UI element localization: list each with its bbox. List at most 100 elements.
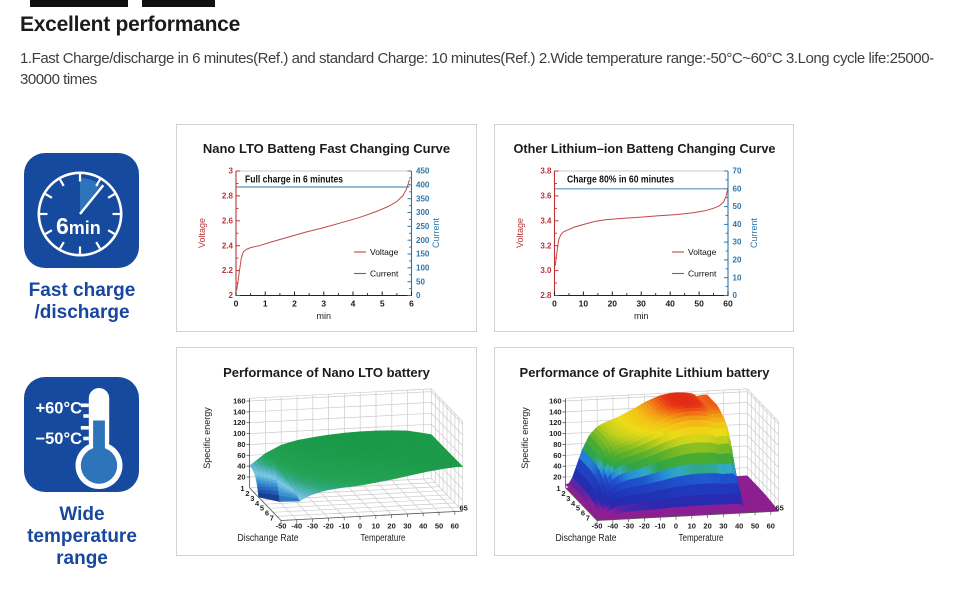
svg-text:Voltage: Voltage <box>688 247 717 257</box>
svg-text:10: 10 <box>688 522 696 531</box>
svg-text:min: min <box>317 311 332 321</box>
svg-text:300: 300 <box>416 208 430 217</box>
svg-text:Dischange Rate: Dischange Rate <box>238 533 299 544</box>
svg-text:60: 60 <box>733 184 742 193</box>
svg-text:-50: -50 <box>276 522 287 531</box>
svg-text:1: 1 <box>240 484 244 493</box>
svg-text:min: min <box>634 311 649 321</box>
svg-text:-10: -10 <box>655 522 666 531</box>
svg-text:80: 80 <box>553 440 561 449</box>
svg-text:160: 160 <box>233 397 246 406</box>
svg-text:5: 5 <box>576 504 580 513</box>
svg-text:3.2: 3.2 <box>540 241 552 250</box>
svg-text:200: 200 <box>416 236 430 245</box>
svg-text:Voltage: Voltage <box>197 218 207 248</box>
svg-text:4: 4 <box>351 299 356 309</box>
svg-text:140: 140 <box>549 407 562 416</box>
svg-text:Voltage: Voltage <box>370 247 399 257</box>
svg-text:40: 40 <box>735 522 743 531</box>
svg-text:3.4: 3.4 <box>540 216 552 225</box>
svg-text:3: 3 <box>321 299 326 309</box>
svg-text:-10: -10 <box>339 522 350 531</box>
svg-text:60: 60 <box>237 451 245 460</box>
svg-text:Current: Current <box>749 217 759 248</box>
svg-text:40: 40 <box>733 220 742 229</box>
svg-text:120: 120 <box>233 418 246 427</box>
svg-text:70: 70 <box>733 167 742 176</box>
svg-text:2.8: 2.8 <box>540 291 552 300</box>
svg-text:Nano LTO Batteng Fast Changing: Nano LTO Batteng Fast Changing Curve <box>203 141 450 156</box>
svg-text:Voltage: Voltage <box>515 218 525 248</box>
svg-text:−50°C: −50°C <box>35 430 82 448</box>
svg-text:50: 50 <box>416 277 425 286</box>
svg-text:10: 10 <box>372 522 380 531</box>
svg-text:Charge 80% in 60 minutes: Charge 80% in 60 minutes <box>567 174 674 186</box>
svg-text:20: 20 <box>553 473 561 482</box>
svg-text:Temperature: Temperature <box>361 533 406 544</box>
svg-text:0: 0 <box>552 299 557 309</box>
svg-text:Full charge in 6 minutes: Full charge in 6 minutes <box>245 174 343 186</box>
svg-text:-40: -40 <box>291 522 302 531</box>
svg-text:150: 150 <box>416 250 430 259</box>
svg-text:20: 20 <box>733 256 742 265</box>
svg-text:2.4: 2.4 <box>222 241 234 250</box>
svg-text:80: 80 <box>237 440 245 449</box>
svg-text:-50: -50 <box>592 522 603 531</box>
svg-text:2: 2 <box>561 489 565 498</box>
svg-text:100: 100 <box>233 429 246 438</box>
svg-text:10: 10 <box>579 299 589 309</box>
svg-text:30: 30 <box>636 299 646 309</box>
svg-text:40: 40 <box>665 299 675 309</box>
svg-text:5: 5 <box>380 299 385 309</box>
svg-text:30: 30 <box>403 522 411 531</box>
svg-text:3.0: 3.0 <box>540 266 552 275</box>
svg-text:2.2: 2.2 <box>222 266 234 275</box>
svg-text:100: 100 <box>549 429 562 438</box>
svg-text:-20: -20 <box>323 522 334 531</box>
svg-text:4: 4 <box>571 499 576 508</box>
svg-text:30: 30 <box>719 522 727 531</box>
svg-text:350: 350 <box>416 194 430 203</box>
svg-text:450: 450 <box>416 167 430 176</box>
svg-text:6min: 6min <box>56 213 101 239</box>
svg-text:60: 60 <box>767 522 775 531</box>
svg-text:40: 40 <box>419 522 427 531</box>
svg-text:0: 0 <box>733 291 738 300</box>
svg-text:2: 2 <box>245 489 249 498</box>
svg-text:120: 120 <box>549 418 562 427</box>
svg-text:50: 50 <box>751 522 759 531</box>
svg-text:7: 7 <box>586 514 590 523</box>
svg-text:40: 40 <box>237 462 245 471</box>
svg-text:100: 100 <box>416 263 430 272</box>
svg-text:Other Lithium–ion Batteng Chan: Other Lithium–ion Batteng Changing Curve <box>514 141 776 156</box>
svg-text:60: 60 <box>451 522 459 531</box>
svg-text:Dischange Rate: Dischange Rate <box>556 533 617 544</box>
svg-text:3: 3 <box>229 167 234 176</box>
svg-text:250: 250 <box>416 222 430 231</box>
svg-text:Performance of Nano LTO batter: Performance of Nano LTO battery <box>223 365 431 380</box>
svg-text:20: 20 <box>387 522 395 531</box>
svg-text:0: 0 <box>234 299 239 309</box>
svg-text:Current: Current <box>370 269 399 279</box>
svg-text:30: 30 <box>733 238 742 247</box>
svg-text:10: 10 <box>733 273 742 282</box>
svg-text:-40: -40 <box>607 522 618 531</box>
svg-text:3.8: 3.8 <box>540 167 552 176</box>
svg-text:400: 400 <box>416 180 430 189</box>
svg-text:60: 60 <box>723 299 733 309</box>
svg-text:140: 140 <box>233 407 246 416</box>
svg-text:3: 3 <box>250 494 254 503</box>
svg-text:0: 0 <box>674 522 678 531</box>
svg-text:50: 50 <box>733 202 742 211</box>
svg-text:60: 60 <box>553 451 561 460</box>
svg-text:Current: Current <box>431 217 441 248</box>
svg-text:+60°C: +60°C <box>35 400 82 418</box>
svg-text:20: 20 <box>237 473 245 482</box>
svg-text:1: 1 <box>556 484 560 493</box>
svg-text:20: 20 <box>703 522 711 531</box>
svg-text:65: 65 <box>460 504 468 513</box>
svg-text:4: 4 <box>255 499 260 508</box>
svg-text:Performance of Graphite Lithiu: Performance of Graphite Lithium battery <box>520 365 771 380</box>
svg-text:-30: -30 <box>307 522 318 531</box>
svg-text:-20: -20 <box>639 522 650 531</box>
